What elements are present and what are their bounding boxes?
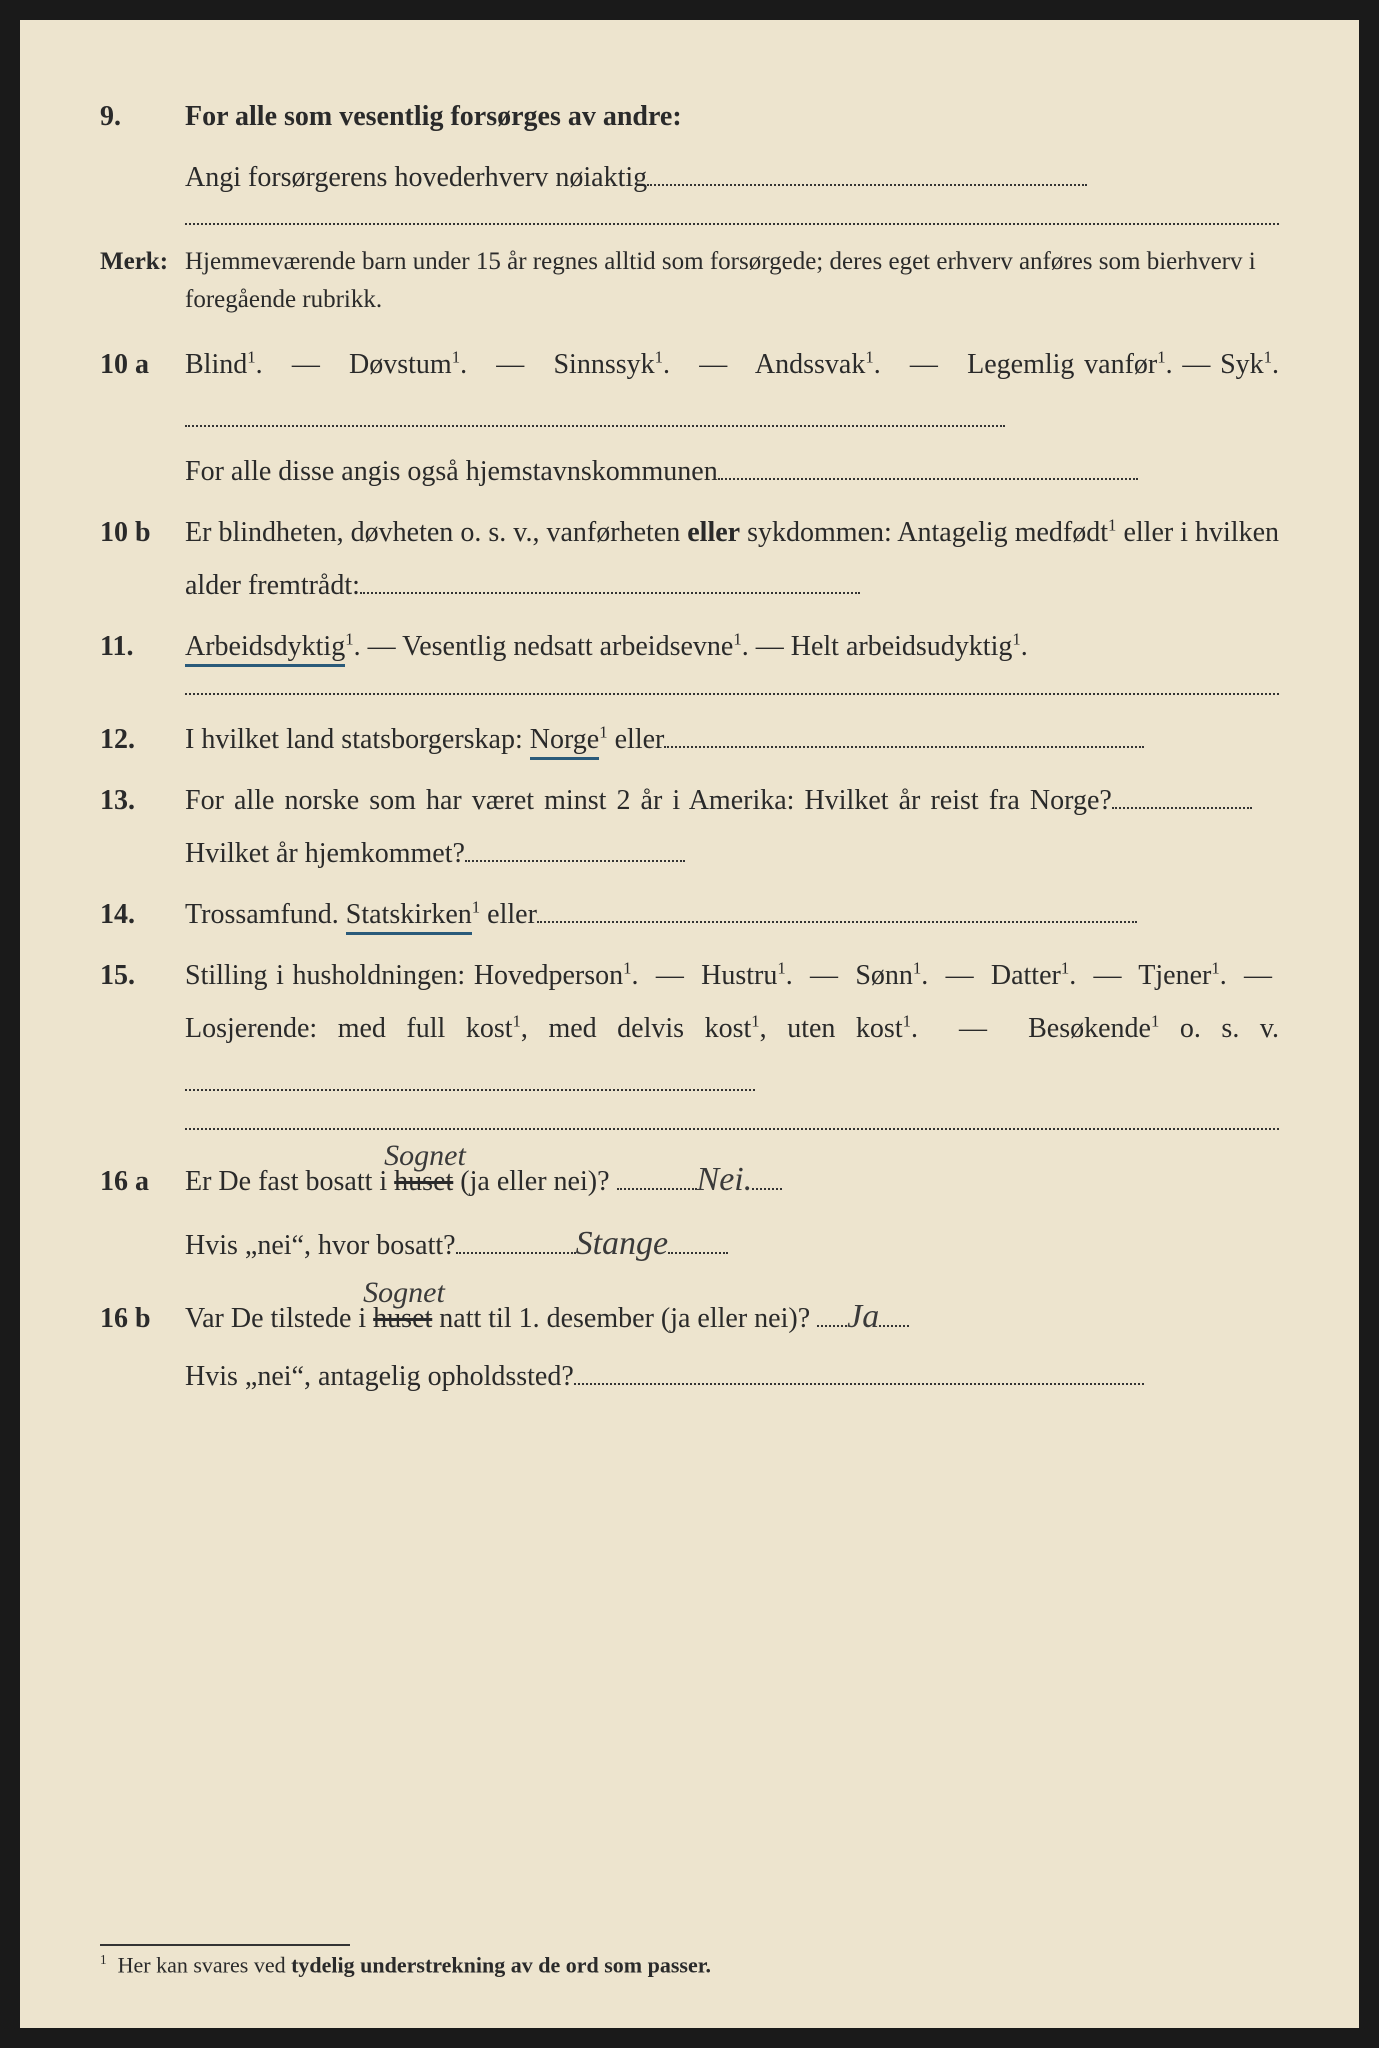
q10b-body: Er blindheten, døvheten o. s. v., vanfør… — [185, 506, 1279, 612]
question-12: 12. I hvilket land statsborgerskap: Norg… — [100, 713, 1279, 766]
q12-opt1-underlined: Norge — [530, 724, 599, 760]
question-9: 9. For alle som vesentlig forsørges av a… — [100, 90, 1279, 143]
q9-line2: Angi forsørgerens hovederhverv nøiaktig — [185, 162, 647, 193]
blank-line — [574, 1383, 1144, 1385]
handwritten-sognet: Sognet — [363, 1264, 445, 1321]
q9-number: 9. — [100, 90, 185, 143]
q16a-number: 16 a — [100, 1155, 185, 1208]
q15-body: Stilling i husholdningen: Hovedperson1. … — [185, 949, 1279, 1109]
q16b-number: 16 b — [100, 1292, 185, 1345]
blank-line — [718, 478, 1138, 480]
q14-body: Trossamfund. Statskirken1 eller — [185, 888, 1279, 941]
q11-opt1-underlined: Arbeidsdyktig — [185, 631, 345, 667]
q10b-number: 10 b — [100, 506, 185, 559]
dotted-rule — [185, 222, 1279, 225]
question-10b: 10 b Er blindheten, døvheten o. s. v., v… — [100, 506, 1279, 612]
q12-number: 12. — [100, 713, 185, 766]
blank-line — [664, 746, 1144, 748]
blank-line — [647, 184, 1087, 186]
q12-body: I hvilket land statsborgerskap: Norge1 e… — [185, 713, 1279, 766]
blank-line — [537, 921, 1137, 923]
merk-label: Merk: — [100, 243, 185, 281]
question-16b: 16 b Var De tilstede i Sognet huset natt… — [100, 1285, 1279, 1403]
dotted-rule — [185, 1127, 1279, 1130]
merk-body: Hjemmeværende barn under 15 år regnes al… — [185, 243, 1279, 318]
q10a-number: 10 a — [100, 338, 185, 391]
q14-opt1-underlined: Statskirken — [346, 899, 472, 935]
blank-line — [465, 860, 685, 862]
q16b-correction: Sognet huset — [373, 1292, 432, 1345]
dotted-rule — [185, 692, 1279, 695]
q16a-correction: Sognet huset — [394, 1155, 453, 1208]
q13-number: 13. — [100, 774, 185, 827]
q16b-body: Var De tilstede i Sognet huset natt til … — [185, 1285, 1279, 1403]
q13-body: For alle norske som har været minst 2 år… — [185, 774, 1279, 880]
blank-line — [185, 425, 1005, 427]
q11-body: Arbeidsdyktig1. — Vesentlig nedsatt arbe… — [185, 620, 1279, 673]
question-16a: 16 a Er De fast bosatt i Sognet huset (j… — [100, 1148, 1279, 1277]
question-14: 14. Trossamfund. Statskirken1 eller — [100, 888, 1279, 941]
q9-body: For alle som vesentlig forsørges av andr… — [185, 90, 1279, 143]
question-13: 13. For alle norske som har været minst … — [100, 774, 1279, 880]
handwritten-answer-ja: Ja — [847, 1298, 879, 1335]
handwritten-answer-nei: Nei. — [697, 1161, 753, 1198]
footnote: 1 Her kan svares ved tydelig understrekn… — [100, 1938, 1279, 1978]
handwritten-sognet: Sognet — [384, 1127, 466, 1184]
blank-line — [1112, 807, 1252, 809]
question-10a: 10 a Blind1. — Døvstum1. — Sinnssyk1. — … — [100, 338, 1279, 498]
question-15: 15. Stilling i husholdningen: Hovedperso… — [100, 949, 1279, 1109]
q9-line1: For alle som vesentlig forsørges av andr… — [185, 101, 682, 132]
q11-number: 11. — [100, 620, 185, 673]
q10a-body: Blind1. — Døvstum1. — Sinnssyk1. — Andss… — [185, 338, 1279, 498]
document-page: 9. For alle som vesentlig forsørges av a… — [20, 20, 1359, 2028]
q16a-body: Er De fast bosatt i Sognet huset (ja ell… — [185, 1148, 1279, 1277]
footnote-rule — [100, 1944, 350, 1946]
handwritten-answer-stange: Stange — [576, 1225, 669, 1262]
blank-line — [185, 1089, 755, 1091]
question-9-line2: Angi forsørgerens hovederhverv nøiaktig — [100, 151, 1279, 204]
q15-number: 15. — [100, 949, 185, 1002]
footnote-marker: 1 — [100, 1952, 107, 1967]
merk-note: Merk: Hjemmeværende barn under 15 år reg… — [100, 243, 1279, 318]
blank-line — [360, 592, 860, 594]
q14-number: 14. — [100, 888, 185, 941]
question-11: 11. Arbeidsdyktig1. — Vesentlig nedsatt … — [100, 620, 1279, 673]
